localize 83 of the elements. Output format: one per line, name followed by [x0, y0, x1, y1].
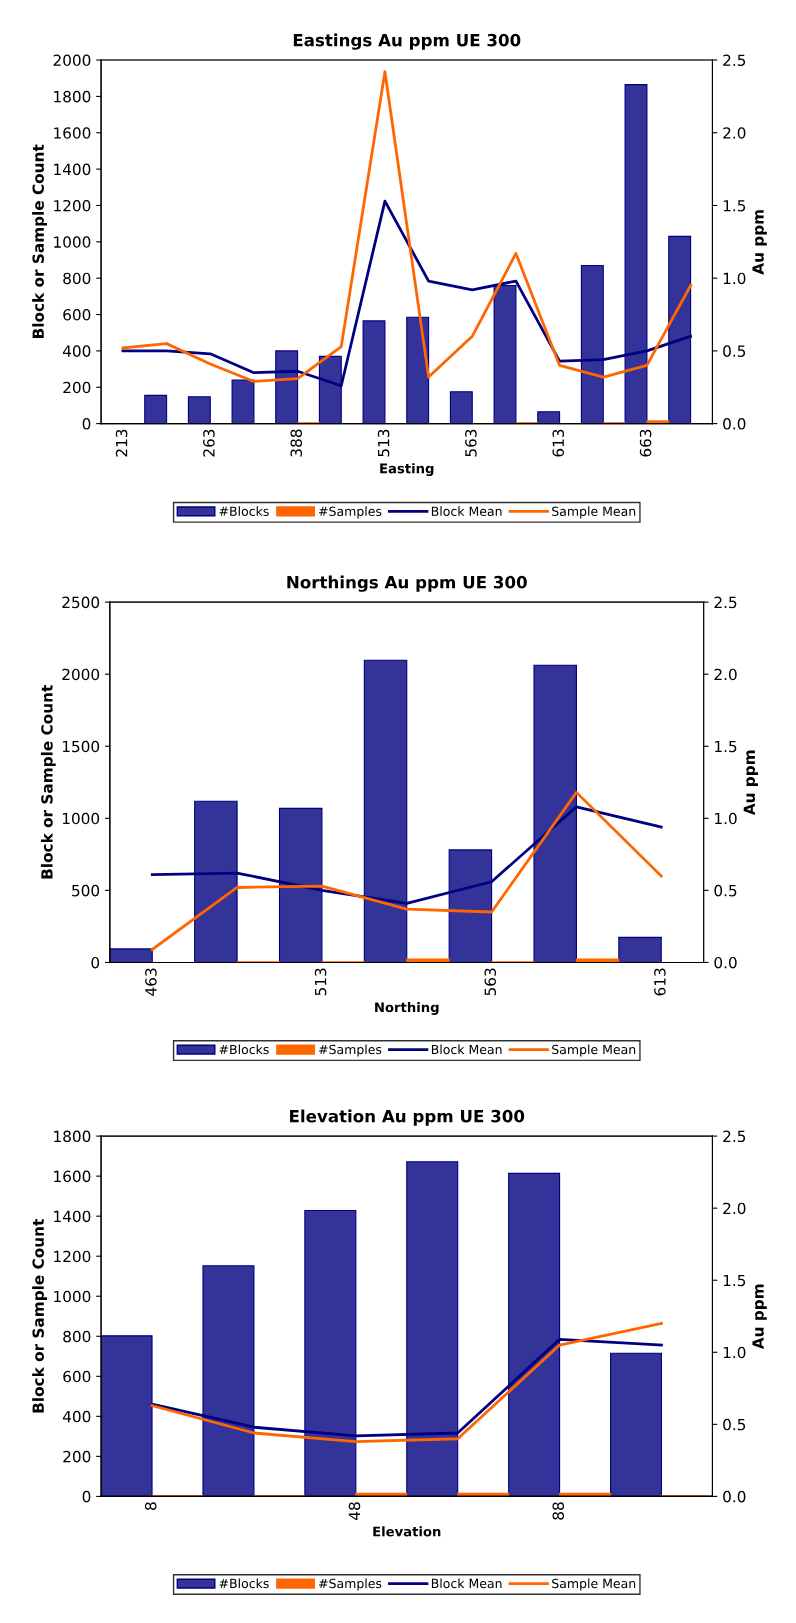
legend-label: Block Mean	[431, 1578, 502, 1589]
y-tick-label: 1000	[54, 1290, 91, 1303]
y2-tick-label: 2.0	[723, 127, 746, 139]
legend-label: #Blocks	[219, 1578, 269, 1589]
chart-title: Northings Au ppm UE 300	[287, 575, 527, 592]
legend-label: #Samples	[319, 506, 382, 519]
x-tick-label: 8	[144, 1502, 157, 1510]
y2-tick-label: 1.5	[723, 200, 746, 212]
y2-tick-label: 0.0	[723, 1490, 746, 1503]
legend-label: Sample Mean	[552, 1044, 636, 1057]
y2-tick-label: 2.0	[714, 668, 737, 681]
y-tick-label: 1400	[54, 163, 91, 176]
y-tick-label: 1800	[54, 1130, 91, 1143]
y2-tick-label: 2.5	[723, 1130, 746, 1143]
x-tick-label: 563	[484, 968, 497, 996]
y-tick-label: 600	[63, 309, 91, 321]
x-tick-label: 513	[377, 429, 390, 457]
x-tick-label: 388	[290, 429, 303, 457]
x-axis-title: Northing	[375, 1002, 439, 1015]
y2-tick-label: 0.5	[723, 345, 746, 357]
y2-tick-label: 1.0	[715, 812, 737, 825]
x-tick-label: 563	[465, 429, 477, 457]
y-tick-label: 800	[63, 272, 91, 285]
y-tick-label: 1600	[54, 1170, 91, 1183]
x-axis-title: Easting	[380, 463, 434, 477]
y2-axis-title: Au ppm	[743, 750, 759, 816]
y2-axis-title: Au ppm	[752, 1284, 767, 1350]
y2-tick-label: 1.0	[723, 272, 746, 285]
legend-label: Sample Mean	[552, 506, 636, 519]
x-tick-label: 263	[203, 429, 215, 457]
y-tick-label: 0	[82, 1490, 91, 1503]
chart-title: Elevation Au ppm UE 300	[290, 1109, 525, 1126]
y2-tick-label: 2.5	[714, 596, 737, 609]
chart-title: Eastings Au ppm UE 300	[293, 33, 521, 50]
x-tick-label: 613	[654, 968, 666, 996]
y-tick-label: 2000	[53, 54, 91, 67]
legend-label: Block Mean	[431, 1044, 502, 1055]
y2-tick-label: 0.0	[723, 418, 746, 430]
y-tick-label: 1000	[54, 236, 91, 248]
y2-tick-label: 0.5	[723, 1418, 746, 1431]
y-tick-label: 200	[63, 381, 91, 394]
y2-tick-label: 2.0	[723, 1202, 746, 1215]
y-tick-label: 1000	[62, 812, 100, 825]
x-axis-title: Elevation	[373, 1526, 441, 1537]
x-tick-label: 513	[314, 968, 327, 996]
y-tick-label: 1200	[54, 1250, 91, 1263]
legend-label: #Blocks	[219, 506, 269, 516]
y-tick-label: 600	[63, 1370, 91, 1383]
y-tick-label: 1600	[54, 127, 91, 139]
legend-label: #Samples	[319, 1578, 382, 1591]
legend-label: #Blocks	[219, 1044, 269, 1055]
y-axis-title: Block or Sample Count	[32, 1219, 47, 1413]
legend-label: Sample Mean	[552, 1578, 636, 1591]
y-tick-label: 1400	[54, 1210, 91, 1223]
x-tick-label: 663	[639, 429, 652, 457]
y-tick-label: 400	[62, 345, 91, 357]
legend-label: #Samples	[319, 1044, 382, 1057]
y-tick-label: 500	[72, 884, 100, 897]
y-tick-label: 400	[62, 1410, 91, 1423]
y2-tick-label: 1.5	[723, 1274, 746, 1287]
y-tick-label: 2000	[62, 668, 100, 681]
y-tick-label: 2500	[62, 596, 100, 609]
y-tick-label: 0	[82, 418, 91, 430]
x-tick-label: 613	[552, 429, 565, 457]
y-tick-label: 1500	[62, 740, 100, 753]
y2-tick-label: 2.5	[723, 54, 746, 67]
y-tick-label: 200	[63, 1450, 91, 1463]
legend-label: Block Mean	[431, 506, 502, 516]
y2-tick-label: 0.5	[714, 884, 737, 897]
y2-tick-label: 0.0	[714, 956, 737, 969]
x-tick-label: 463	[145, 968, 157, 996]
y2-axis-title: Au ppm	[752, 210, 767, 275]
y2-tick-label: 1.0	[723, 1346, 746, 1359]
x-tick-label: 88	[552, 1502, 565, 1520]
y-axis-title: Block or Sample Count	[40, 685, 56, 879]
y-tick-label: 1800	[54, 90, 91, 103]
x-tick-label: 48	[348, 1502, 361, 1520]
y-tick-label: 1200	[54, 199, 91, 212]
y2-tick-label: 1.5	[715, 740, 737, 753]
y-tick-label: 800	[63, 1330, 91, 1343]
y-tick-label: 0	[91, 956, 100, 969]
y-axis-title: Block or Sample Count	[32, 144, 47, 338]
x-tick-label: 213	[115, 429, 128, 457]
